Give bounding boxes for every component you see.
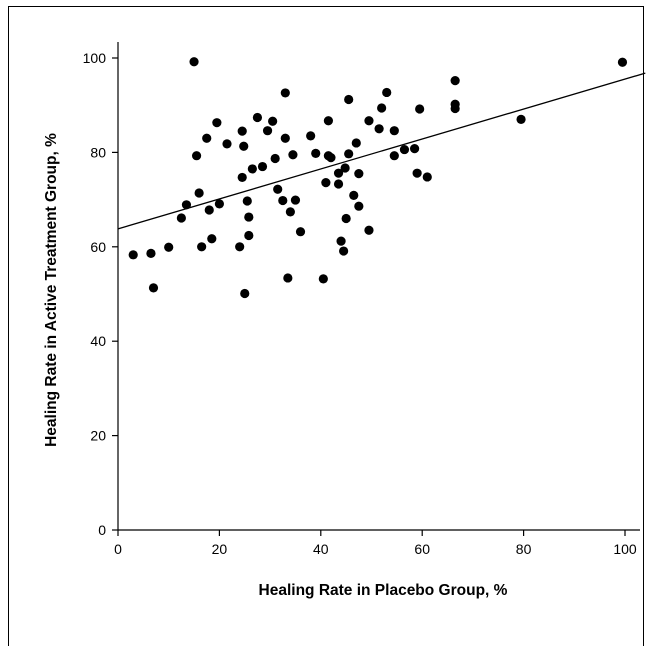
y-axis-ticks: 0 20 40 60 80 100 [83, 50, 118, 538]
y-tick-label: 40 [90, 333, 106, 349]
data-point [382, 87, 392, 98]
x-tick-label: 0 [114, 541, 122, 557]
data-point [278, 195, 288, 206]
data-point [389, 151, 399, 161]
y-tick-label: 60 [90, 239, 106, 255]
data-point [280, 88, 290, 98]
data-point [333, 179, 344, 189]
data-point [318, 274, 328, 284]
data-point [295, 227, 306, 237]
data-point [146, 248, 156, 259]
data-point [412, 168, 422, 178]
data-point [450, 103, 460, 114]
data-point [164, 242, 174, 252]
data-point [128, 250, 138, 260]
data-point [268, 116, 278, 126]
y-tick-label: 80 [90, 144, 106, 160]
data-point [341, 213, 351, 224]
data-point [290, 195, 301, 205]
data-point [244, 230, 254, 241]
data-point [450, 76, 460, 86]
data-point [349, 190, 359, 200]
data-point [270, 153, 280, 164]
data-point [194, 188, 204, 198]
x-tick-label: 40 [313, 541, 329, 557]
data-point [351, 138, 361, 148]
data-point [283, 273, 293, 283]
data-point [242, 196, 252, 206]
data-point [212, 118, 222, 128]
data-point [311, 148, 321, 158]
data-point [189, 57, 199, 67]
data-point [323, 116, 334, 126]
data-point [240, 288, 250, 299]
data-point [288, 150, 298, 160]
data-point [415, 104, 425, 114]
data-point [333, 168, 344, 178]
data-point [197, 242, 207, 252]
data-point [409, 144, 420, 154]
data-point [191, 151, 202, 161]
data-point [399, 144, 410, 155]
data-point [222, 139, 232, 149]
data-point [204, 205, 214, 215]
axes [117, 42, 640, 531]
data-point [239, 141, 249, 151]
data-point [244, 212, 254, 222]
x-tick-label: 100 [613, 541, 637, 557]
data-points [128, 57, 628, 299]
data-point [336, 236, 346, 246]
data-point [247, 164, 257, 174]
data-point [235, 242, 245, 252]
regression-line [117, 72, 646, 230]
data-point [280, 133, 290, 143]
data-point [181, 200, 192, 210]
data-point [374, 124, 384, 134]
data-point [354, 201, 364, 211]
data-point [339, 246, 349, 256]
data-point [148, 283, 159, 293]
data-point [273, 184, 283, 194]
data-point [354, 169, 364, 179]
y-tick-label: 100 [83, 50, 107, 66]
data-point [516, 114, 526, 124]
x-axis-ticks: 0 20 40 60 80 100 [114, 530, 637, 557]
data-point [340, 163, 350, 173]
data-point [306, 131, 316, 141]
data-point [422, 172, 432, 182]
data-point [364, 225, 374, 235]
data-point [257, 161, 268, 172]
data-point [207, 234, 217, 244]
data-point [252, 112, 263, 123]
data-point [285, 207, 295, 217]
x-tick-label: 80 [516, 541, 532, 557]
data-point [364, 116, 374, 126]
data-point [617, 57, 628, 67]
data-point [344, 94, 354, 105]
data-point [214, 199, 224, 209]
data-point [262, 126, 273, 136]
data-point [321, 178, 331, 188]
x-tick-label: 60 [414, 541, 430, 557]
data-point [237, 172, 247, 183]
x-tick-label: 20 [212, 541, 228, 557]
data-point [344, 149, 354, 159]
figure-frame [8, 6, 644, 646]
y-axis-title: Healing Rate in Active Treatment Group, … [43, 133, 60, 447]
x-axis-title: Healing Rate in Placebo Group, % [259, 582, 508, 599]
data-point [202, 133, 212, 143]
data-point [389, 126, 399, 136]
data-point [326, 152, 336, 163]
data-point [176, 213, 186, 223]
y-tick-label: 0 [98, 522, 106, 538]
scatter-chart: 0 20 40 60 80 100 0 20 40 60 80 100 Healing Rate i… [43, 42, 646, 599]
data-point [377, 103, 387, 113]
data-point [237, 126, 247, 136]
y-tick-label: 20 [90, 428, 106, 444]
